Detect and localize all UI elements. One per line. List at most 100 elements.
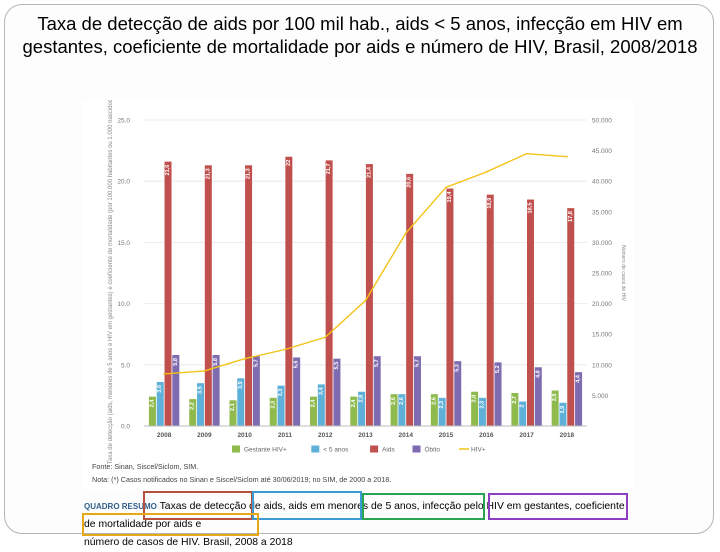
- bar: [486, 194, 494, 426]
- bar-value-label: 2,8: [472, 395, 478, 403]
- y-tick-label: 5.0: [121, 362, 130, 369]
- legend-swatch: [412, 445, 421, 453]
- bar-value-label: 5,2: [495, 365, 501, 373]
- bar-value-label: 21,4: [366, 166, 372, 178]
- highlight-box-hiv-cases: [82, 513, 259, 536]
- source-note: Fonte: Sinan, Siscel/Siclom, SIM.: [92, 462, 199, 471]
- highlight-box-mortality: [488, 493, 628, 520]
- caption-part-3: aids em menores de 5 anos: [288, 501, 417, 512]
- highlight-box-under5: [252, 491, 362, 520]
- bar-value-label: 2,3: [479, 401, 485, 409]
- bar: [551, 390, 559, 426]
- hiv-point: [565, 155, 568, 158]
- bar: [398, 394, 406, 426]
- bar-value-label: 21,3: [246, 168, 252, 179]
- hiv-point: [404, 232, 407, 235]
- bar: [204, 165, 212, 426]
- y-tick-label: 25.0: [117, 118, 130, 125]
- bar: [310, 396, 318, 426]
- y2-axis-label: Número de casos de HIV: [620, 245, 626, 302]
- x-tick-label: 2008: [157, 432, 172, 439]
- bar-value-label: 5,7: [374, 359, 380, 367]
- bar: [277, 385, 285, 426]
- bar-value-label: 2,4: [311, 399, 317, 408]
- bar-value-label: 5,8: [173, 358, 179, 366]
- bar-value-label: 2,8: [359, 395, 365, 403]
- bar: [494, 362, 502, 426]
- x-tick-label: 2017: [519, 432, 534, 439]
- bar: [317, 384, 325, 426]
- hiv-point: [163, 373, 166, 375]
- bar-value-label: 5,8: [213, 358, 219, 366]
- bar: [172, 355, 180, 426]
- y-tick-label: 0.0: [121, 424, 130, 431]
- bar: [478, 397, 486, 426]
- bar: [430, 394, 438, 426]
- y2-tick-label: 45.000: [592, 148, 612, 155]
- chart: 2,4 2,2 2,1 2,3 2,4 2,4 2,6 2,6 2,8 2,7 2,93,6 3,53…: [82, 82, 634, 490]
- bar: [559, 402, 567, 426]
- bar-value-label: 2,7: [512, 396, 518, 404]
- bar: [471, 391, 479, 426]
- bar: [293, 357, 301, 426]
- caption-part-6: número de casos de HIV. Brasil, 2008 a 2…: [84, 537, 293, 548]
- bar: [358, 391, 366, 426]
- x-tick-label: 2018: [560, 432, 575, 439]
- bar-value-label: 18,5: [527, 203, 533, 214]
- legend-label: HIV+: [471, 447, 486, 454]
- bar: [350, 396, 358, 426]
- y-tick-label: 20.0: [117, 179, 130, 186]
- bar: [285, 156, 293, 426]
- bar: [373, 356, 381, 426]
- legend-swatch: [311, 445, 320, 453]
- x-tick-label: 2011: [278, 432, 292, 439]
- bar-value-label: 22: [286, 160, 292, 166]
- y-tick-label: 10.0: [117, 301, 130, 308]
- bar: [511, 392, 519, 426]
- y2-tick-label: 5.000: [592, 393, 609, 400]
- bar: [197, 383, 205, 426]
- legend-label: < 5 anos: [323, 447, 349, 454]
- bar-value-label: 3,9: [238, 381, 244, 389]
- bar-value-label: 3,5: [198, 386, 204, 394]
- bar-value-label: 5,6: [294, 360, 300, 368]
- legend-label: Óbito: [425, 445, 441, 454]
- x-tick-label: 2015: [439, 432, 454, 439]
- bar-value-label: 2,2: [190, 402, 196, 410]
- bar: [519, 401, 527, 426]
- hiv-point: [525, 152, 528, 155]
- bar: [252, 356, 260, 426]
- bar: [534, 367, 542, 426]
- bar: [413, 356, 421, 426]
- legend-swatch: [370, 445, 379, 453]
- slide-title: Taxa de detecção de aids por 100 mil hab…: [22, 13, 698, 57]
- bar-value-label: 2,3: [439, 401, 445, 409]
- bar: [164, 161, 172, 426]
- bar-value-label: 5,5: [334, 362, 340, 370]
- bar: [229, 400, 237, 426]
- bar: [454, 361, 462, 426]
- x-tick-label: 2014: [399, 432, 414, 439]
- y2-tick-label: 30.000: [592, 240, 612, 247]
- x-tick-label: 2010: [237, 432, 252, 439]
- bar: [333, 358, 341, 426]
- y2-tick-label: 15.000: [592, 332, 612, 339]
- bar-value-label: 18,9: [487, 198, 493, 209]
- bar: [245, 165, 253, 426]
- legend-label: Gestante HIV+: [244, 447, 287, 454]
- y2-tick-label: 40.000: [592, 179, 612, 186]
- caption-part-5: coeficiente de mortalidade por aids e: [84, 501, 625, 530]
- bar-value-label: 17,8: [568, 211, 574, 222]
- bar-value-label: 2: [520, 405, 526, 408]
- bar-value-label: 2,9: [552, 394, 558, 402]
- y2-tick-label: 35.000: [592, 209, 612, 216]
- bar: [148, 396, 156, 426]
- x-tick-label: 2013: [358, 432, 373, 439]
- bar: [269, 397, 277, 426]
- hiv-point: [485, 171, 488, 173]
- footnote: Nota: (*) Casos notificados no Sinan e S…: [92, 475, 392, 484]
- bar-value-label: 5,7: [253, 359, 259, 367]
- legend-swatch: [232, 445, 240, 453]
- bar: [390, 394, 398, 426]
- x-tick-label: 2009: [197, 432, 212, 439]
